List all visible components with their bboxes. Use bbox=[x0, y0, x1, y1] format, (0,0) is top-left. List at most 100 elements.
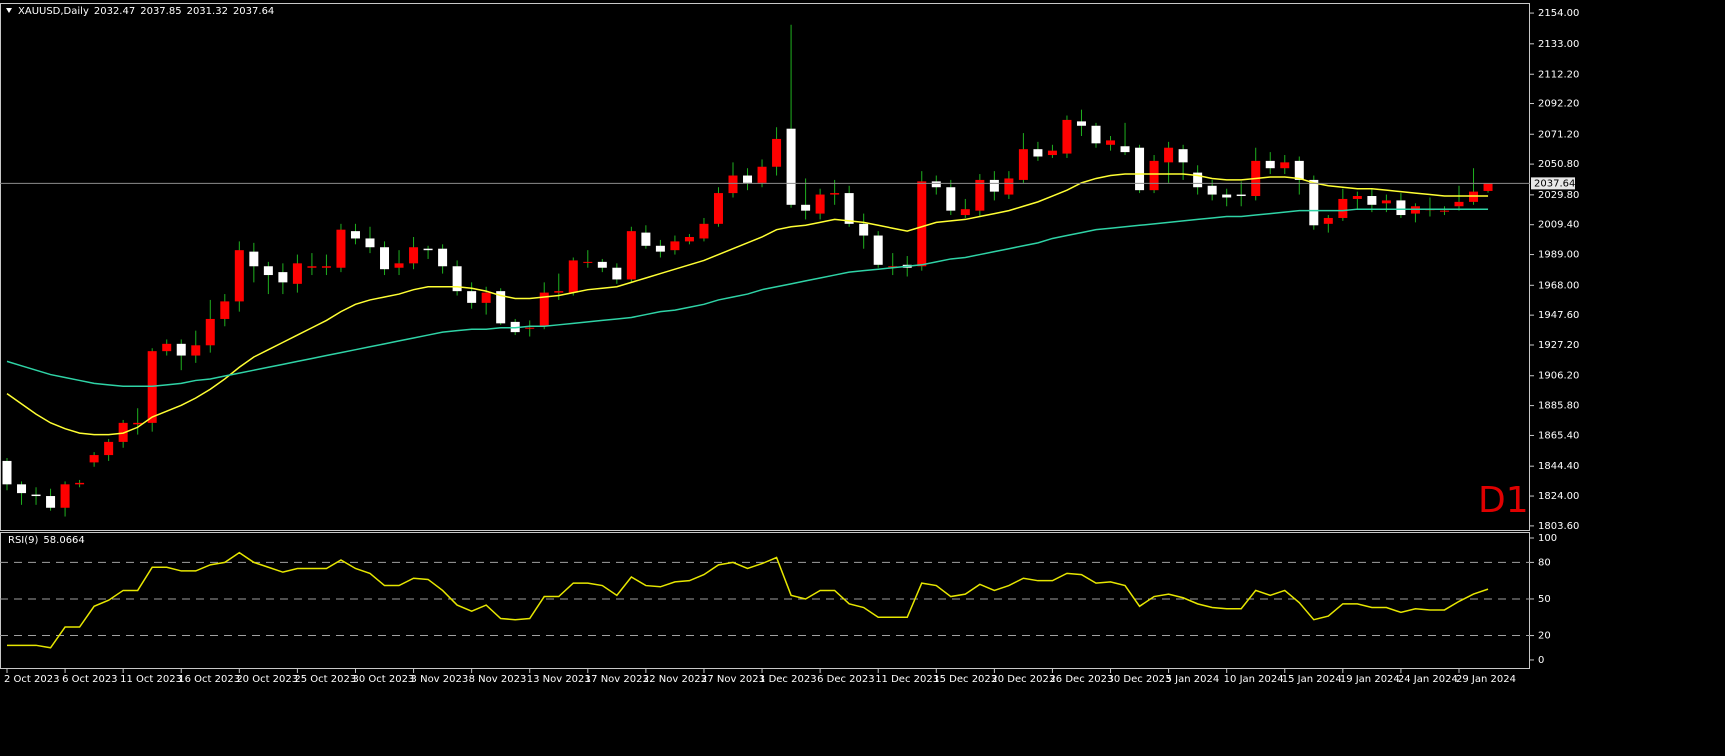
x-tick-label: 6 Dec 2023 bbox=[817, 674, 875, 685]
candle-body bbox=[917, 181, 927, 267]
y-tick-label: 2029.80 bbox=[1538, 190, 1579, 201]
candle-body bbox=[1193, 172, 1203, 188]
symbol: XAUUSD,Daily bbox=[18, 6, 89, 17]
x-tick-label: 13 Nov 2023 bbox=[527, 674, 591, 685]
last-low: 2031.32 bbox=[187, 6, 228, 17]
y-tick-label: 1989.00 bbox=[1538, 250, 1579, 261]
candle-body bbox=[844, 193, 854, 224]
candle-body bbox=[525, 327, 535, 329]
x-tick-label: 26 Dec 2023 bbox=[1049, 674, 1113, 685]
candle-body bbox=[365, 238, 375, 248]
rsi-frame bbox=[0, 532, 1530, 669]
y-tick-label: 2009.40 bbox=[1538, 220, 1579, 231]
candle-body bbox=[467, 291, 477, 303]
candle-body bbox=[655, 245, 665, 252]
x-tick-label: 30 Oct 2023 bbox=[352, 674, 414, 685]
x-tick-label: 3 Nov 2023 bbox=[411, 674, 469, 685]
candle-body bbox=[1207, 185, 1217, 195]
price-tag bbox=[1531, 177, 1575, 190]
chart-title: XAUUSD,Daily 2032.47 2037.85 2031.32 2037.64 bbox=[18, 6, 274, 17]
candle-body bbox=[743, 175, 753, 183]
candle-body bbox=[278, 272, 288, 283]
candle-body bbox=[1454, 201, 1464, 207]
candle-body bbox=[46, 496, 56, 508]
candle-body bbox=[1004, 178, 1014, 195]
price-tag-label: 2037.64 bbox=[1534, 178, 1575, 189]
x-tick-label: 15 Jan 2024 bbox=[1282, 674, 1342, 685]
candle-body bbox=[931, 181, 941, 188]
x-tick-label: 20 Dec 2023 bbox=[991, 674, 1055, 685]
candle-body bbox=[757, 166, 767, 183]
x-tick-label: 16 Oct 2023 bbox=[178, 674, 240, 685]
y-tick-label: 100 bbox=[1538, 533, 1557, 544]
x-tick-label: 20 Oct 2023 bbox=[236, 674, 298, 685]
candle-body bbox=[380, 247, 390, 270]
y-tick-label: 1906.20 bbox=[1538, 371, 1579, 382]
candle-body bbox=[641, 232, 651, 246]
y-tick-label: 2071.20 bbox=[1538, 129, 1579, 140]
candle-body bbox=[1309, 179, 1319, 226]
moving-average bbox=[6, 208, 1489, 388]
candle-body bbox=[597, 261, 607, 268]
candle-body bbox=[539, 292, 549, 327]
candle-body bbox=[307, 266, 317, 268]
candle-body bbox=[772, 138, 782, 167]
candle-body bbox=[104, 441, 114, 456]
y-tick-label: 0 bbox=[1538, 655, 1544, 666]
y-tick-label: 20 bbox=[1538, 631, 1551, 642]
candle-body bbox=[263, 266, 273, 276]
candle-body bbox=[1338, 198, 1348, 218]
candle-body bbox=[423, 248, 433, 251]
candle-body bbox=[1265, 160, 1275, 169]
y-tick-label: 2050.80 bbox=[1538, 159, 1579, 170]
x-tick-label: 15 Dec 2023 bbox=[933, 674, 997, 685]
candle-body bbox=[1367, 196, 1377, 205]
x-tick-label: 19 Jan 2024 bbox=[1340, 674, 1400, 685]
y-tick-label: 1824.00 bbox=[1538, 491, 1579, 502]
x-tick-label: 25 Oct 2023 bbox=[294, 674, 356, 685]
y-tick-label: 2154.00 bbox=[1538, 8, 1579, 19]
candle-body bbox=[1222, 194, 1232, 198]
candle-body bbox=[801, 204, 811, 211]
candle-body bbox=[191, 345, 201, 356]
candle-body bbox=[1439, 210, 1449, 212]
candle-body bbox=[1120, 146, 1130, 153]
candle-body bbox=[249, 251, 259, 267]
candle-body bbox=[75, 482, 85, 485]
x-tick-label: 17 Nov 2023 bbox=[585, 674, 649, 685]
last-open: 2032.47 bbox=[94, 6, 135, 17]
candle-body bbox=[336, 229, 346, 268]
candle-body bbox=[786, 128, 796, 205]
candle-body bbox=[859, 223, 869, 236]
candle-body bbox=[830, 193, 840, 195]
candle-body bbox=[162, 343, 172, 352]
indicator-line bbox=[7, 551, 1489, 649]
candle-body bbox=[815, 194, 825, 214]
candle-body bbox=[2, 460, 12, 485]
candle-body bbox=[1106, 140, 1116, 145]
y-tick-label: 2133.00 bbox=[1538, 39, 1579, 50]
candle-body bbox=[1076, 121, 1086, 126]
x-tick-label: 30 Dec 2023 bbox=[1108, 674, 1172, 685]
y-tick-label: 50 bbox=[1538, 594, 1551, 605]
candle-body bbox=[1323, 217, 1333, 224]
menu-triangle bbox=[6, 8, 12, 13]
candle-body bbox=[1062, 119, 1072, 154]
timeframe-label: D1 bbox=[1478, 480, 1529, 521]
x-tick-label: 2 Oct 2023 bbox=[4, 674, 59, 685]
candle-body bbox=[438, 248, 448, 267]
candle-body bbox=[626, 231, 636, 280]
candle-body bbox=[205, 318, 215, 346]
y-tick-label: 1947.60 bbox=[1538, 310, 1579, 321]
rsi-title: RSI(9) 58.0664 bbox=[8, 535, 85, 546]
x-tick-label: 5 Jan 2024 bbox=[1166, 674, 1220, 685]
last-close: 2037.64 bbox=[233, 6, 274, 17]
candle-body bbox=[394, 263, 404, 268]
candle-body bbox=[60, 484, 70, 508]
candle-body bbox=[452, 266, 462, 292]
candle-body bbox=[960, 209, 970, 216]
x-tick-label: 11 Dec 2023 bbox=[875, 674, 939, 685]
candle-body bbox=[554, 291, 564, 293]
y-tick-label: 1968.00 bbox=[1538, 280, 1579, 291]
